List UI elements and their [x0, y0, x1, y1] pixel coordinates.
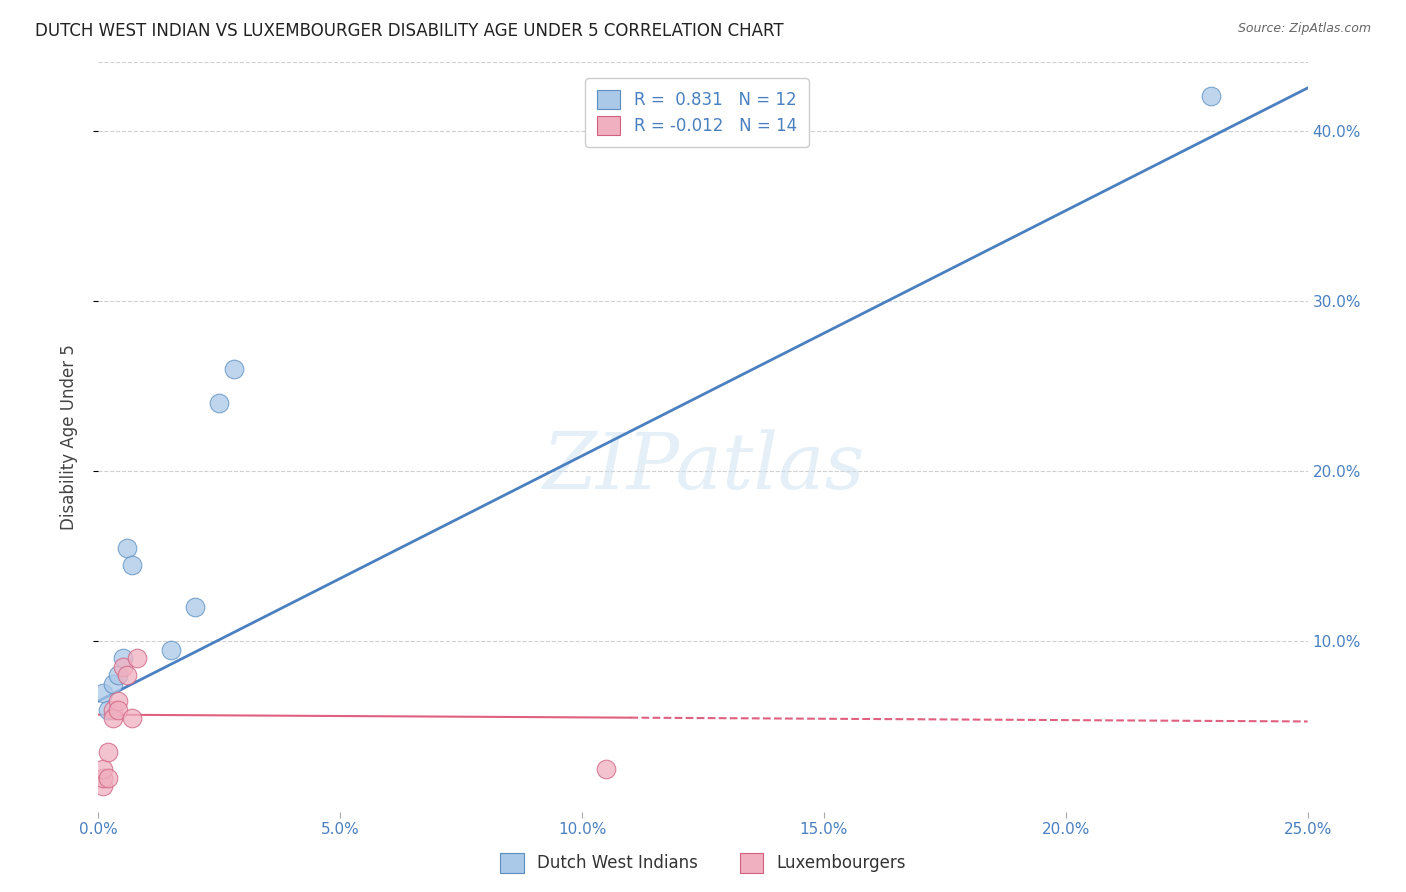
Point [1199, 89, 1222, 103]
Point [101, 711, 124, 725]
Point [127, 651, 149, 665]
Legend: R =  0.831   N = 12, R = -0.012   N = 14: R = 0.831 N = 12, R = -0.012 N = 14 [585, 78, 808, 147]
Point [97, 702, 120, 716]
Point [97, 745, 120, 759]
Text: Source: ZipAtlas.com: Source: ZipAtlas.com [1237, 22, 1371, 36]
Point [595, 762, 617, 776]
Point [91, 771, 114, 785]
Point [107, 694, 129, 708]
Text: DUTCH WEST INDIAN VS LUXEMBOURGER DISABILITY AGE UNDER 5 CORRELATION CHART: DUTCH WEST INDIAN VS LUXEMBOURGER DISABI… [35, 22, 783, 40]
Point [97, 771, 120, 785]
Point [101, 677, 124, 691]
Point [184, 600, 207, 615]
Legend: Dutch West Indians, Luxembourgers: Dutch West Indians, Luxembourgers [494, 847, 912, 880]
Point [91, 685, 114, 699]
Point [117, 541, 139, 555]
Point [117, 668, 139, 682]
Point [107, 702, 129, 716]
Point [208, 396, 231, 410]
Point [91, 762, 114, 776]
Point [101, 702, 124, 716]
Point [107, 668, 129, 682]
Point [121, 711, 143, 725]
Y-axis label: Disability Age Under 5: Disability Age Under 5 [59, 344, 77, 530]
Text: ZIPatlas: ZIPatlas [541, 429, 865, 505]
Point [111, 660, 134, 674]
Point [111, 651, 134, 665]
Point [121, 558, 143, 572]
Point [91, 779, 114, 793]
Point [160, 643, 183, 657]
Point [222, 362, 245, 376]
